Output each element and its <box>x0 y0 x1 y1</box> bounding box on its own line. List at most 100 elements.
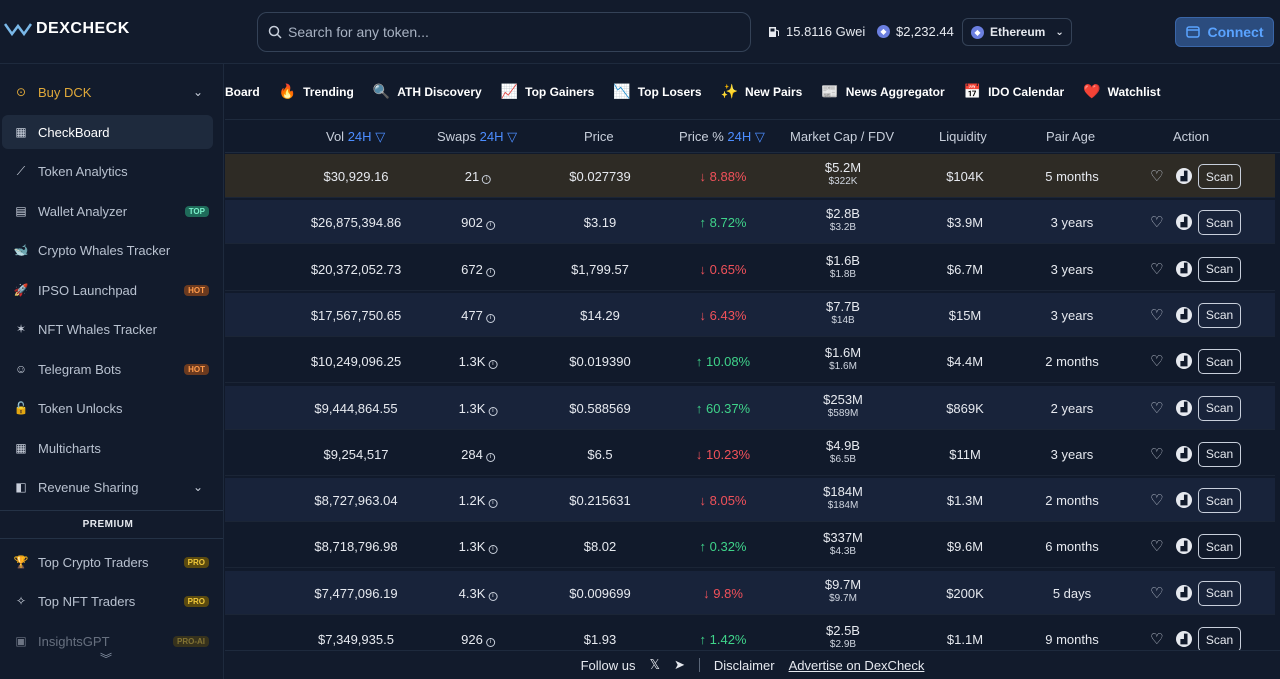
header-price-pct[interactable]: Price % 24H ▽ <box>679 129 765 145</box>
search-box[interactable] <box>257 12 751 52</box>
disclaimer-link[interactable]: Disclaimer <box>713 657 775 673</box>
telegram-icon[interactable]: ➤ <box>673 657 685 672</box>
filter-icon[interactable]: ▽ <box>507 129 518 144</box>
scroll-more-icon[interactable]: ︾ <box>100 652 113 666</box>
table-row[interactable]: $8,727,963.04 1.2K i $0.215631 ↓ 8.05% $184M $… <box>225 478 1275 523</box>
scan-button[interactable]: Scan <box>1198 488 1241 514</box>
sidebar-item-wallet-analyzer[interactable]: ▤ Wallet Analyzer TOP <box>2 194 213 228</box>
favorite-heart-icon[interactable]: ♡ <box>1150 631 1164 648</box>
sidebar-item-insightsgpt[interactable]: ▣ InsightsGPT PRO-AI <box>2 624 213 658</box>
sidebar-item-token-unlocks[interactable]: 🔓 Token Unlocks <box>2 391 213 425</box>
favorite-heart-icon[interactable]: ♡ <box>1150 214 1164 232</box>
sidebar-item-nft-whales-tracker[interactable]: ✶ NFT Whales Tracker <box>2 312 213 346</box>
tab-top-gainers[interactable]: 📈 Top Gainers <box>501 83 595 100</box>
tab-new-pairs[interactable]: ✨ New Pairs <box>721 83 803 100</box>
filter-icon[interactable]: ▽ <box>375 129 386 144</box>
tab-ido-calendar[interactable]: 📅 IDO Calendar <box>964 83 1064 100</box>
header-liquidity[interactable]: Liquidity <box>939 129 987 144</box>
favorite-heart-icon[interactable]: ♡ <box>1150 353 1164 371</box>
favorite-heart-icon[interactable]: ♡ <box>1150 260 1164 278</box>
chevron-down-icon[interactable]: ⌄ <box>192 480 203 494</box>
info-icon[interactable]: i <box>482 175 492 184</box>
connect-button[interactable]: Connect <box>1175 17 1274 47</box>
table-row[interactable]: $20,372,052.73 672 i $1,799.57 ↓ 0.65% $1.6B $… <box>225 247 1275 291</box>
advertise-link[interactable]: Advertise on DexCheck <box>788 657 925 673</box>
sidebar-item-ipso-launchpad[interactable]: 🚀 IPSO Launchpad HOT <box>2 273 213 307</box>
scan-button[interactable]: Scan <box>1198 210 1241 236</box>
chain-select[interactable]: ◆ Ethereum ⌄ <box>962 18 1072 46</box>
info-icon[interactable]: i <box>485 638 495 647</box>
sidebar-item-crypto-whales-tracker[interactable]: 🐋 Crypto Whales Tracker <box>2 233 213 267</box>
tab-ath-discovery[interactable]: 🔍 ATH Discovery <box>373 83 482 100</box>
sidebar-item-revenue-sharing[interactable]: ◧ Revenue Sharing ⌄ <box>2 470 213 504</box>
logo[interactable]: DEXCHECK <box>4 20 130 38</box>
sidebar-item-top-nft-traders[interactable]: ✧ Top NFT Traders PRO <box>2 584 213 618</box>
header-price[interactable]: Price <box>584 129 614 144</box>
scan-button[interactable]: Scan <box>1198 164 1241 189</box>
sidebar-item-checkboard[interactable]: ▦ CheckBoard <box>2 115 213 149</box>
sidebar-item-multicharts[interactable]: ▦ Multicharts <box>2 431 213 465</box>
scan-button[interactable]: Scan <box>1198 534 1241 560</box>
favorite-heart-icon[interactable]: ♡ <box>1150 399 1164 417</box>
chart-icon[interactable]: ▟ <box>1176 445 1192 462</box>
favorite-heart-icon[interactable]: ♡ <box>1150 445 1164 463</box>
scan-button[interactable]: Scan <box>1198 580 1241 606</box>
chart-icon[interactable]: ▟ <box>1176 584 1192 601</box>
scan-button[interactable]: Scan <box>1198 441 1241 467</box>
scan-button[interactable]: Scan <box>1198 256 1241 282</box>
table-row[interactable]: $9,254,517 284 i $6.5 ↓ 10.23% $4.9B $6.5B $11M… <box>225 432 1275 476</box>
x-icon[interactable]: 𝕏 <box>649 657 660 672</box>
info-icon[interactable]: i <box>488 406 498 416</box>
chart-icon[interactable]: ▟ <box>1176 168 1192 184</box>
header-pair-age[interactable]: Pair Age <box>1046 129 1096 144</box>
chart-icon[interactable]: ▟ <box>1176 306 1192 323</box>
scan-button[interactable]: Scan <box>1198 302 1241 328</box>
swaps-value: 21 <box>464 169 480 184</box>
info-icon[interactable]: i <box>485 313 495 323</box>
chart-icon[interactable]: ▟ <box>1176 260 1192 277</box>
chart-icon[interactable]: ▟ <box>1176 399 1192 416</box>
chart-icon[interactable]: ▟ <box>1176 492 1192 509</box>
info-icon[interactable]: i <box>488 545 498 555</box>
sidebar-item-telegram-bots[interactable]: ☺ Telegram Bots HOT <box>2 352 213 386</box>
filter-icon[interactable]: ▽ <box>754 129 765 144</box>
header-vol[interactable]: Vol 24H ▽ <box>326 129 385 145</box>
tab-top-losers[interactable]: 📉 Top Losers <box>613 83 701 100</box>
info-icon[interactable]: i <box>485 221 495 231</box>
table-row[interactable]: $9,444,864.55 1.3K i $0.588569 ↑ 60.37% $253M… <box>225 385 1275 430</box>
table-row[interactable]: $26,875,394.86 902 i $3.19 ↑ 8.72% $2.8B $3.2B… <box>225 200 1275 245</box>
tab-watchlist[interactable]: ❤️ Watchlist <box>1083 83 1160 100</box>
table-row[interactable]: $10,249,096.25 1.3K i $0.019390 ↑ 10.08% $1.6… <box>225 339 1275 384</box>
chart-icon[interactable]: ▟ <box>1176 214 1192 231</box>
info-icon[interactable]: i <box>488 360 498 370</box>
header-swaps[interactable]: Swaps 24H ▽ <box>437 129 517 145</box>
chart-icon[interactable]: ▟ <box>1176 631 1192 647</box>
tab-trending[interactable]: 🔥 Trending <box>279 83 354 100</box>
scan-button[interactable]: Scan <box>1198 395 1241 421</box>
chart-icon[interactable]: ▟ <box>1176 538 1192 555</box>
info-icon[interactable]: i <box>488 591 498 601</box>
scan-button[interactable]: Scan <box>1198 349 1241 375</box>
chart-icon[interactable]: ▟ <box>1176 353 1192 370</box>
favorite-heart-icon[interactable]: ♡ <box>1150 306 1164 324</box>
info-icon[interactable]: i <box>485 452 495 462</box>
info-icon[interactable]: i <box>485 267 495 277</box>
favorite-heart-icon[interactable]: ♡ <box>1150 538 1164 556</box>
table-row[interactable]: $7,477,096.19 4.3K i $0.009699 ↓ 9.8% $9.7M $9… <box>225 570 1275 615</box>
favorite-heart-icon[interactable]: ♡ <box>1150 492 1164 510</box>
table-row[interactable]: $17,567,750.65 477 i $14.29 ↓ 6.43% $7.7B $14B… <box>225 292 1275 337</box>
info-icon[interactable]: i <box>488 499 498 509</box>
header-market-cap[interactable]: Market Cap / FDV <box>790 129 895 144</box>
sidebar-item-token-analytics[interactable]: ⟋ Token Analytics <box>2 154 213 188</box>
table-row[interactable]: $8,718,796.98 1.3K i $8.02 ↑ 0.32% $337M $4.3B… <box>225 524 1275 569</box>
chevron-down-icon[interactable]: ⌄ <box>192 85 203 99</box>
favorite-heart-icon[interactable]: ♡ <box>1150 584 1164 602</box>
sidebar-item-top-crypto-traders[interactable]: 🏆 Top Crypto Traders PRO <box>2 545 213 579</box>
scan-button[interactable]: Scan <box>1198 627 1241 652</box>
favorite-heart-icon[interactable]: ♡ <box>1150 168 1164 185</box>
tab-board[interactable]: Board <box>225 85 260 99</box>
table-row[interactable]: $30,929.16 21 i $0.027739 ↓ 8.88% $5.2M $322K $… <box>225 154 1275 198</box>
tab-news-aggregator[interactable]: 📰 News Aggregator <box>821 83 944 100</box>
sidebar-item-buy-dck[interactable]: ⊙ Buy DCK ⌄ <box>2 75 213 109</box>
search-input[interactable] <box>288 24 728 40</box>
